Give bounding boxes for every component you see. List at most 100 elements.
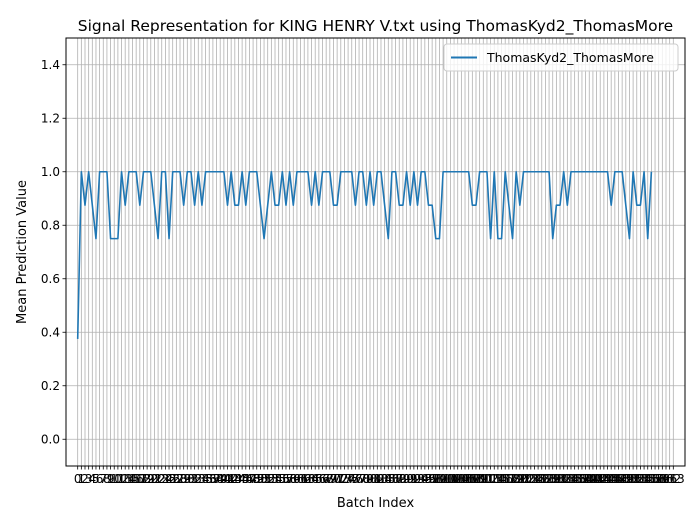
data-point [143,171,145,173]
data-point [311,204,313,206]
x-tick-label: 125 [523,472,546,486]
x-tick-label: 145 [596,472,619,486]
x-tick-label: 140 [578,472,601,486]
x-tick-label: 24 [158,472,173,486]
data-point [329,171,331,173]
data-point [585,171,587,173]
x-tick-label: 116 [490,472,513,486]
x-tick-label: 89 [395,472,410,486]
data-point [468,171,470,173]
data-point [150,171,152,173]
x-tick-label: 23 [154,472,169,486]
x-tick-label: 2 [81,472,89,486]
data-point [402,204,404,206]
x-tick-label: 7 [99,472,107,486]
x-tick-label: 58 [282,472,297,486]
data-point [512,238,514,240]
data-point [442,171,444,173]
data-point [347,171,349,173]
x-tick-label: 138 [571,472,594,486]
data-point [523,171,525,173]
data-point [629,238,631,240]
data-point [643,171,645,173]
x-tick-label: 62 [297,472,312,486]
x-tick-label: 83 [373,472,388,486]
x-tick-label: 108 [461,472,484,486]
data-point [245,204,247,206]
data-point [592,171,594,173]
data-point [483,171,485,173]
x-tick-label: 114 [483,472,506,486]
data-point [238,204,240,206]
x-tick-label: 98 [428,472,443,486]
data-point [132,171,134,173]
data-point [640,204,642,206]
x-tick-label: 96 [421,472,436,486]
x-tick-label: 5 [92,472,100,486]
data-point [588,171,590,173]
data-point [165,171,167,173]
x-tick-label: 85 [381,472,396,486]
x-tick-label: 161 [655,472,678,486]
data-point [395,171,397,173]
x-tick-label: 90 [399,472,414,486]
x-tick-label: 147 [603,472,626,486]
x-tick-label: 41 [220,472,235,486]
data-point [296,171,298,173]
data-point [431,204,433,206]
x-tick-label: 57 [278,472,293,486]
data-point [241,171,243,173]
data-point [234,204,236,206]
x-tick-label: 160 [651,472,674,486]
data-point [632,171,634,173]
data-point [278,204,280,206]
x-tick-label: 81 [366,472,381,486]
data-point [187,171,189,173]
data-point [578,171,580,173]
x-tick-label: 141 [581,472,604,486]
data-point [292,204,294,206]
x-tick-label: 137 [567,472,590,486]
data-point [581,171,583,173]
data-point [205,171,207,173]
data-point [490,238,492,240]
x-tick-label: 109 [465,472,488,486]
data-point [424,171,426,173]
x-tick-label: 158 [644,472,667,486]
x-tick-label: 135 [560,472,583,486]
x-tick-label: 60 [289,472,304,486]
data-point [92,204,94,206]
data-point [559,204,561,206]
x-tick-label: 134 [556,472,579,486]
data-point [384,204,386,206]
data-point [647,238,649,240]
x-tick-label: 47 [242,472,257,486]
data-point [300,171,302,173]
x-tick-label: 94 [414,472,429,486]
data-point [519,204,521,206]
data-point [607,171,609,173]
x-tick-label: 144 [592,472,615,486]
x-tick-label: 149 [611,472,634,486]
x-tick-label: 11 [110,472,125,486]
x-tick-label: 65 [308,472,323,486]
x-tick-label: 68 [319,472,334,486]
x-tick-label: 51 [256,472,271,486]
data-point [227,204,229,206]
data-point [651,171,653,173]
y-tick-label: 0.8 [41,218,60,232]
data-point [515,171,517,173]
data-point [77,338,79,340]
x-tick-label: 22 [150,472,165,486]
data-point [212,171,214,173]
x-tick-label: 133 [552,472,575,486]
data-point [464,171,466,173]
data-point [351,171,353,173]
x-tick-label: 126 [527,472,550,486]
data-point [435,238,437,240]
data-point [168,238,170,240]
x-tick-label: 82 [370,472,385,486]
data-point [618,171,620,173]
data-point [161,171,163,173]
